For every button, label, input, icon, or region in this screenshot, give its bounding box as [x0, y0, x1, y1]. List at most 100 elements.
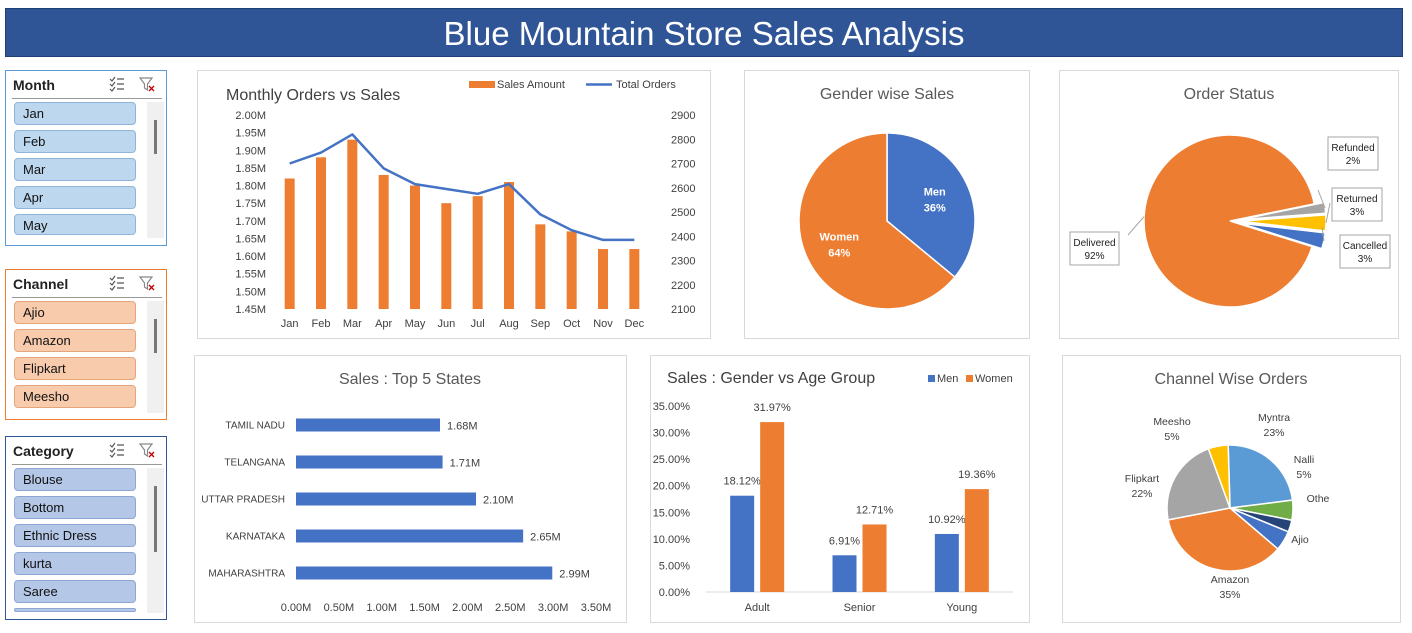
pie-slice-amazon [1167, 507, 1279, 572]
gender-vs-age-panel: Sales : Gender vs Age Group Men Women 0.00%… [650, 355, 1030, 623]
slicer-item-jan[interactable]: Jan [14, 102, 136, 125]
slicer-item-may[interactable]: May [14, 214, 136, 235]
bar-women-young [964, 489, 989, 592]
y-tick-label: 25.00% [653, 454, 691, 466]
slicer-scrollbar[interactable] [147, 468, 164, 613]
x-tick-label: Jun [437, 318, 455, 330]
monthly-orders-vs-sales-panel: Monthly Orders vs Sales Sales Amount Total… [197, 70, 711, 339]
bar-men-senior [832, 555, 857, 592]
y-left-tick-label: 1.90M [235, 145, 266, 157]
data-label: 19.36% [958, 469, 996, 481]
monthly-orders-vs-sales-chart: Monthly Orders vs Sales Sales Amount Total… [226, 79, 695, 330]
slicer-title: Category [13, 443, 74, 459]
channel-wise-orders-panel: Channel Wise Orders Myntra 23% Nalli 5% Othe A… [1062, 355, 1401, 623]
slicer-item-ajio[interactable]: Ajio [14, 301, 136, 324]
data-label: 2.99M [559, 569, 590, 581]
y-right-tick-label: 2600 [671, 183, 695, 195]
bar-sales-dec [629, 249, 640, 309]
y-tick-label: TAMIL NADU [226, 421, 285, 432]
bar-women-senior [862, 524, 887, 592]
scrollbar-thumb[interactable] [154, 319, 157, 353]
data-label: 1.68M [447, 421, 478, 433]
y-left-tick-label: 1.45M [235, 304, 266, 316]
slicer-title: Channel [13, 276, 69, 292]
slicer-scrollbar[interactable] [147, 301, 164, 413]
x-tick-label: 0.50M [324, 602, 355, 614]
bar-sales-aug [504, 182, 514, 309]
multi-select-icon[interactable] [109, 76, 125, 92]
dashboard-title: Blue Mountain Store Sales Analysis [443, 15, 965, 52]
bar-sales-oct [566, 231, 577, 309]
order-status-chart: Order Status Delivered 92% Refunded 2% Return… [1069, 86, 1391, 308]
leader-line [1127, 216, 1145, 236]
slicer-scrollbar[interactable] [147, 102, 164, 238]
callout-box [1327, 136, 1379, 171]
slicer-item-partial[interactable] [14, 608, 136, 612]
pie-slice-women [798, 132, 956, 310]
x-tick-label: Dec [625, 318, 645, 330]
slice-value: 22% [1131, 488, 1152, 500]
x-tick-label: Mar [343, 318, 362, 330]
slice-value: 35% [1219, 589, 1240, 601]
x-tick-label: 2.00M [452, 602, 483, 614]
clear-filter-icon[interactable] [139, 275, 155, 291]
channel-slicer[interactable]: Channel Ajio Amazon Flipkart Meesho [5, 269, 167, 420]
callout-label: Cancelled [1343, 241, 1387, 252]
multi-select-icon[interactable] [109, 442, 125, 458]
month-slicer[interactable]: Month Jan Feb Mar Apr May [5, 70, 167, 246]
slicer-item-feb[interactable]: Feb [14, 130, 136, 153]
clear-filter-icon[interactable] [139, 76, 155, 92]
bar-sales-sep [535, 224, 546, 309]
legend-label-sales-amount: Sales Amount [497, 79, 565, 91]
x-tick-label: May [405, 318, 426, 330]
category-slicer[interactable]: Category Blouse Bottom Ethnic Dress kurt… [5, 436, 167, 620]
multi-select-icon[interactable] [109, 275, 125, 291]
slicer-item-saree[interactable]: Saree [14, 580, 136, 603]
slice-label: Meesho [1153, 416, 1191, 428]
slicer-item-amazon[interactable]: Amazon [14, 329, 136, 352]
slicer-item-apr[interactable]: Apr [14, 186, 136, 209]
y-right-tick-label: 2200 [671, 280, 695, 292]
x-tick-label: Apr [375, 318, 392, 330]
y-left-tick-label: 1.75M [235, 198, 266, 210]
slicer-item-kurta[interactable]: kurta [14, 552, 136, 575]
slicer-divider [12, 464, 162, 465]
slicer-header: Category [6, 437, 166, 465]
bar-women-adult [760, 422, 785, 592]
slice-value: 64% [828, 247, 850, 259]
bar-sales-jan [284, 178, 295, 309]
line-total-orders [289, 133, 635, 242]
slicer-item-meesho[interactable]: Meesho [14, 385, 136, 408]
data-label: 31.97% [754, 402, 792, 414]
slice-value: 36% [924, 203, 946, 215]
clear-filter-icon[interactable] [139, 442, 155, 458]
legend-label-women: Women [975, 373, 1013, 385]
data-label: 12.71% [856, 504, 894, 516]
x-tick-label: Sep [531, 318, 551, 330]
x-tick-label: Jan [281, 318, 299, 330]
pie-slice-returned [1239, 214, 1327, 232]
bar-sales-jun [441, 203, 452, 309]
bar-sales-nov [598, 249, 608, 309]
slicer-item-ethnic-dress[interactable]: Ethnic Dress [14, 524, 136, 547]
y-left-tick-label: 1.55M [235, 269, 266, 281]
x-tick-label: 3.50M [581, 602, 612, 614]
scrollbar-thumb[interactable] [154, 486, 157, 552]
slicer-item-flipkart[interactable]: Flipkart [14, 357, 136, 380]
scrollbar-thumb[interactable] [154, 120, 157, 154]
y-left-tick-label: 1.65M [235, 233, 266, 245]
slicer-item-mar[interactable]: Mar [14, 158, 136, 181]
x-tick-label: 1.50M [409, 602, 440, 614]
callout-box [1331, 187, 1383, 222]
data-label: 2.65M [530, 532, 561, 544]
y-left-tick-label: 1.70M [235, 216, 266, 228]
y-left-tick-label: 1.50M [235, 286, 266, 298]
slicer-item-blouse[interactable]: Blouse [14, 468, 136, 491]
pie-slice-myntra [1227, 444, 1294, 509]
slicer-item-bottom[interactable]: Bottom [14, 496, 136, 519]
x-tick-label: Senior [844, 602, 876, 614]
slice-label: Men [924, 187, 946, 199]
y-tick-label: UTTAR PRADESH [201, 495, 285, 506]
chart-title: Sales : Gender vs Age Group [667, 370, 875, 387]
bar-sales-jul [472, 196, 483, 309]
